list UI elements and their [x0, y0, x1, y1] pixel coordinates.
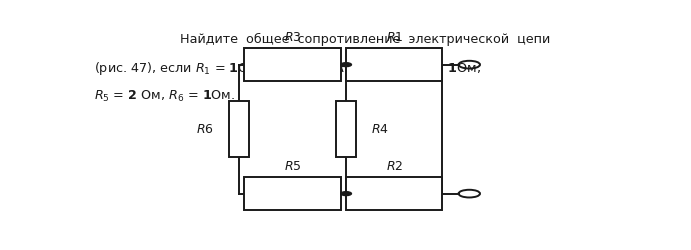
Bar — [346, 177, 442, 210]
Circle shape — [341, 63, 352, 66]
Text: (рис. 47), если $R_1$ = $\mathbf{1}$Ом, $R_2$ = $\mathbf{2}$Ом, $R_3$ = $\mathbf: (рис. 47), если $R_1$ = $\mathbf{1}$Ом, … — [95, 60, 482, 77]
Text: $R5$: $R5$ — [284, 160, 301, 173]
Text: $R3$: $R3$ — [284, 31, 301, 44]
Circle shape — [341, 192, 352, 196]
Text: Найдите  общее  сопротивление  электрической  цепи: Найдите общее сопротивление электрическо… — [180, 33, 550, 46]
Text: $R_5$ = $\mathbf{2}$ Ом, $R_6$ = $\mathbf{1}$Ом.: $R_5$ = $\mathbf{2}$ Ом, $R_6$ = $\mathb… — [95, 89, 236, 104]
Bar — [245, 177, 341, 210]
Bar — [229, 101, 249, 157]
Text: $R6$: $R6$ — [196, 123, 214, 136]
Bar — [245, 48, 341, 81]
Text: $R1$: $R1$ — [386, 31, 403, 44]
Text: $R2$: $R2$ — [386, 160, 403, 173]
Bar — [337, 101, 356, 157]
Text: $R4$: $R4$ — [371, 123, 389, 136]
Bar — [346, 48, 442, 81]
